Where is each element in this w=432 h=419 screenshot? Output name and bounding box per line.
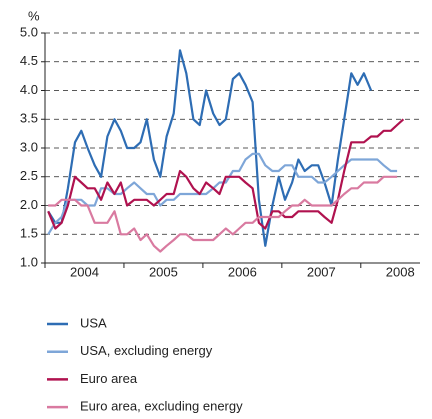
x-tick-label: 2004 [70, 264, 99, 279]
x-tick-label: 2006 [228, 264, 257, 279]
y-tick-label: 1.0 [20, 254, 38, 269]
y-tick-label: 1.5 [20, 226, 38, 241]
y-tick-label: 4.5 [20, 53, 38, 68]
y-axis-label: % [28, 8, 40, 23]
x-tick-label: 2008 [386, 264, 415, 279]
y-tick-label: 2.0 [20, 197, 38, 212]
legend-label: USA, excluding energy [80, 343, 213, 358]
y-tick-label: 5.0 [20, 24, 38, 39]
x-tick-label: 2007 [307, 264, 336, 279]
series-line [48, 175, 398, 253]
series-line [47, 49, 373, 247]
series-line [47, 118, 405, 230]
legend-label: Euro area, excluding energy [80, 399, 243, 414]
y-tick-label: 3.0 [20, 139, 38, 154]
y-tick-label: 3.5 [20, 111, 38, 126]
y-tick-label: 4.0 [20, 82, 38, 97]
y-tick-label: 2.5 [20, 168, 38, 183]
legend-label: Euro area [80, 371, 138, 386]
legend-label: USA [80, 315, 107, 330]
x-tick-label: 2005 [149, 264, 178, 279]
